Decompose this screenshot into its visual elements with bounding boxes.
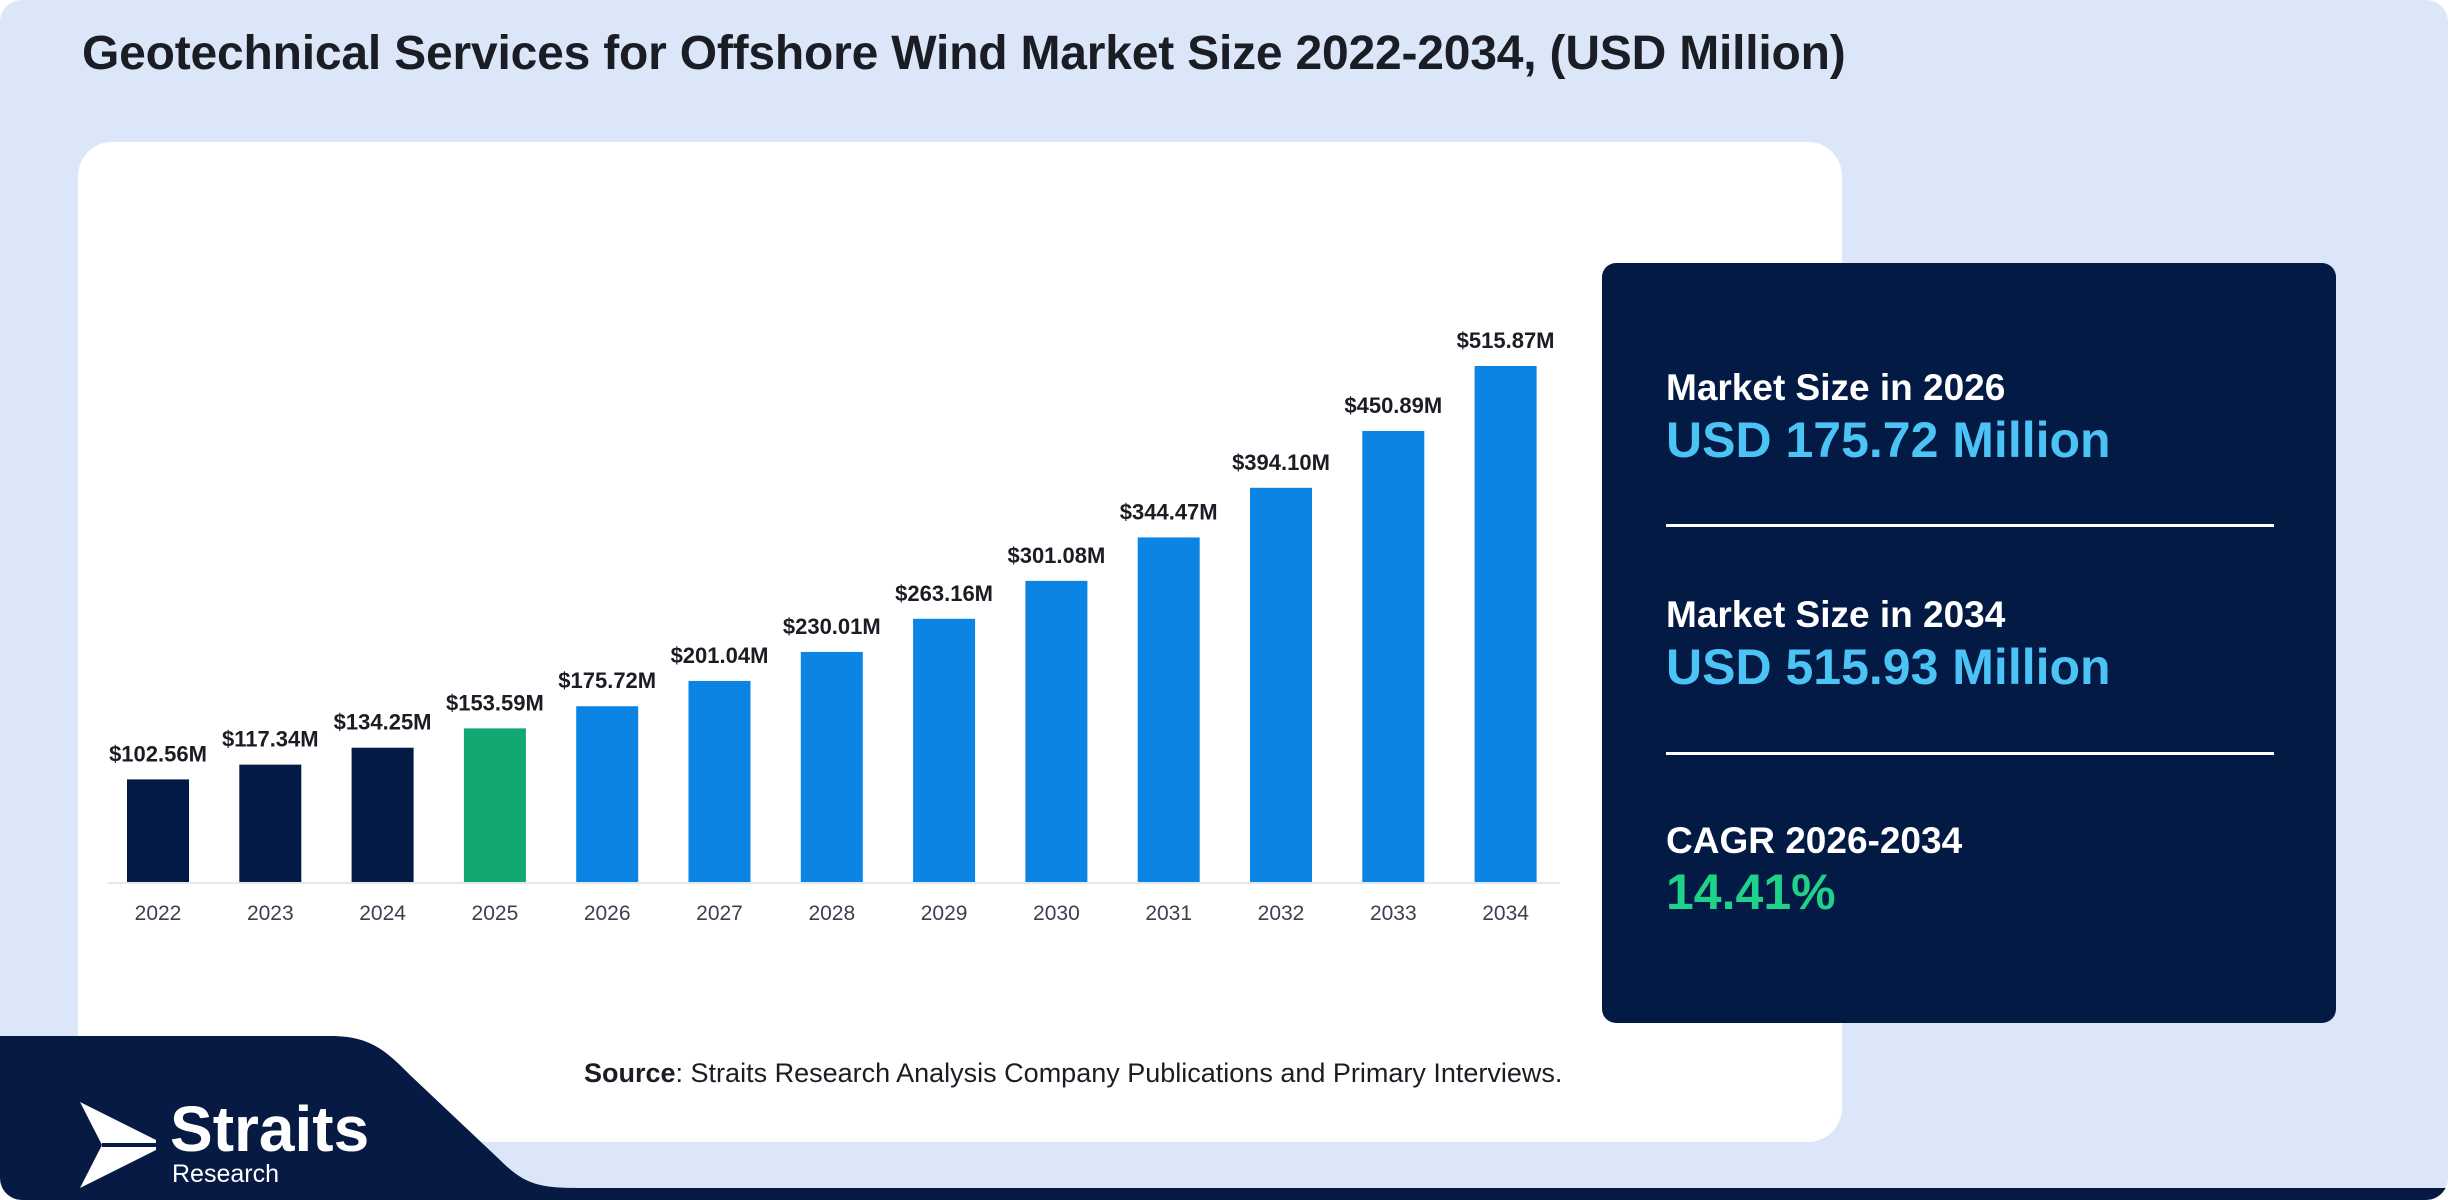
stat-value-2034: USD 515.93 Million <box>1666 639 2111 695</box>
data-label-2027: $201.04M <box>671 643 769 668</box>
bar-2024 <box>351 747 414 882</box>
data-label-2026: $175.72M <box>558 668 656 693</box>
x-tick-label-2026: 2026 <box>584 902 631 925</box>
data-label-2034: $515.87M <box>1457 328 1555 353</box>
x-tick-label-2030: 2030 <box>1033 902 1080 925</box>
stat-label-cagr: CAGR 2026-2034 <box>1666 820 1963 861</box>
x-tick-label-2025: 2025 <box>472 902 519 925</box>
bar-chart: $102.56M 2022 $117.34M 2023 $134.25M 2024 $153… <box>108 328 1560 925</box>
data-label-2029: $263.16M <box>895 581 993 606</box>
data-label-2022: $102.56M <box>109 741 207 766</box>
page-title: Geotechnical Services for Offshore Wind … <box>82 27 1846 80</box>
logo-arrow-icon <box>80 1102 156 1188</box>
bar-2023 <box>239 764 302 882</box>
bar-2027 <box>688 680 751 882</box>
x-tick-label-2024: 2024 <box>359 902 406 925</box>
data-label-2030: $301.08M <box>1007 543 1105 568</box>
bar-2029 <box>913 618 976 882</box>
bar-2034 <box>1474 366 1537 882</box>
data-label-2028: $230.01M <box>783 614 881 639</box>
data-label-2024: $134.25M <box>334 710 432 735</box>
bar-2026 <box>576 706 639 882</box>
x-tick-label-2031: 2031 <box>1145 902 1192 925</box>
straits-research-logo: Straits Research <box>78 1093 398 1190</box>
data-label-2033: $450.89M <box>1344 393 1442 418</box>
logo-subtitle: Research <box>172 1160 279 1188</box>
stat-divider <box>1666 752 2274 755</box>
stat-label-2034: Market Size in 2034 <box>1666 594 2006 635</box>
x-tick-label-2034: 2034 <box>1482 902 1529 925</box>
source-note: Source: Straits Research Analysis Compan… <box>584 1058 1562 1089</box>
bar-2033 <box>1362 430 1425 882</box>
bar-2030 <box>1025 580 1088 882</box>
stat-value-cagr: 14.41% <box>1666 864 1836 920</box>
stat-label-2026: Market Size in 2026 <box>1666 367 2006 408</box>
data-label-2025: $153.59M <box>446 690 544 715</box>
x-tick-label-2033: 2033 <box>1370 902 1417 925</box>
x-tick-label-2032: 2032 <box>1258 902 1305 925</box>
data-label-2031: $344.47M <box>1120 499 1218 524</box>
source-text: : Straits Research Analysis Company Publ… <box>675 1058 1563 1088</box>
logo-wordmark: Straits <box>170 1093 370 1165</box>
x-tick-label-2028: 2028 <box>808 902 855 925</box>
bar-2031 <box>1137 537 1200 882</box>
bar-2025 <box>463 728 526 882</box>
stats-panel: Market Size in 2026 USD 175.72 Million M… <box>1602 263 2336 1023</box>
x-tick-label-2022: 2022 <box>135 902 182 925</box>
x-tick-label-2029: 2029 <box>921 902 968 925</box>
source-label: Source <box>584 1058 676 1088</box>
x-tick-label-2027: 2027 <box>696 902 743 925</box>
bar-2022 <box>127 779 189 882</box>
x-tick-label-2023: 2023 <box>247 902 294 925</box>
data-label-2023: $117.34M <box>222 727 319 752</box>
bar-2028 <box>800 651 863 882</box>
data-label-2032: $394.10M <box>1232 450 1330 475</box>
bar-2032 <box>1250 487 1312 882</box>
stat-divider <box>1666 524 2274 527</box>
stat-value-2026: USD 175.72 Million <box>1666 412 2111 468</box>
